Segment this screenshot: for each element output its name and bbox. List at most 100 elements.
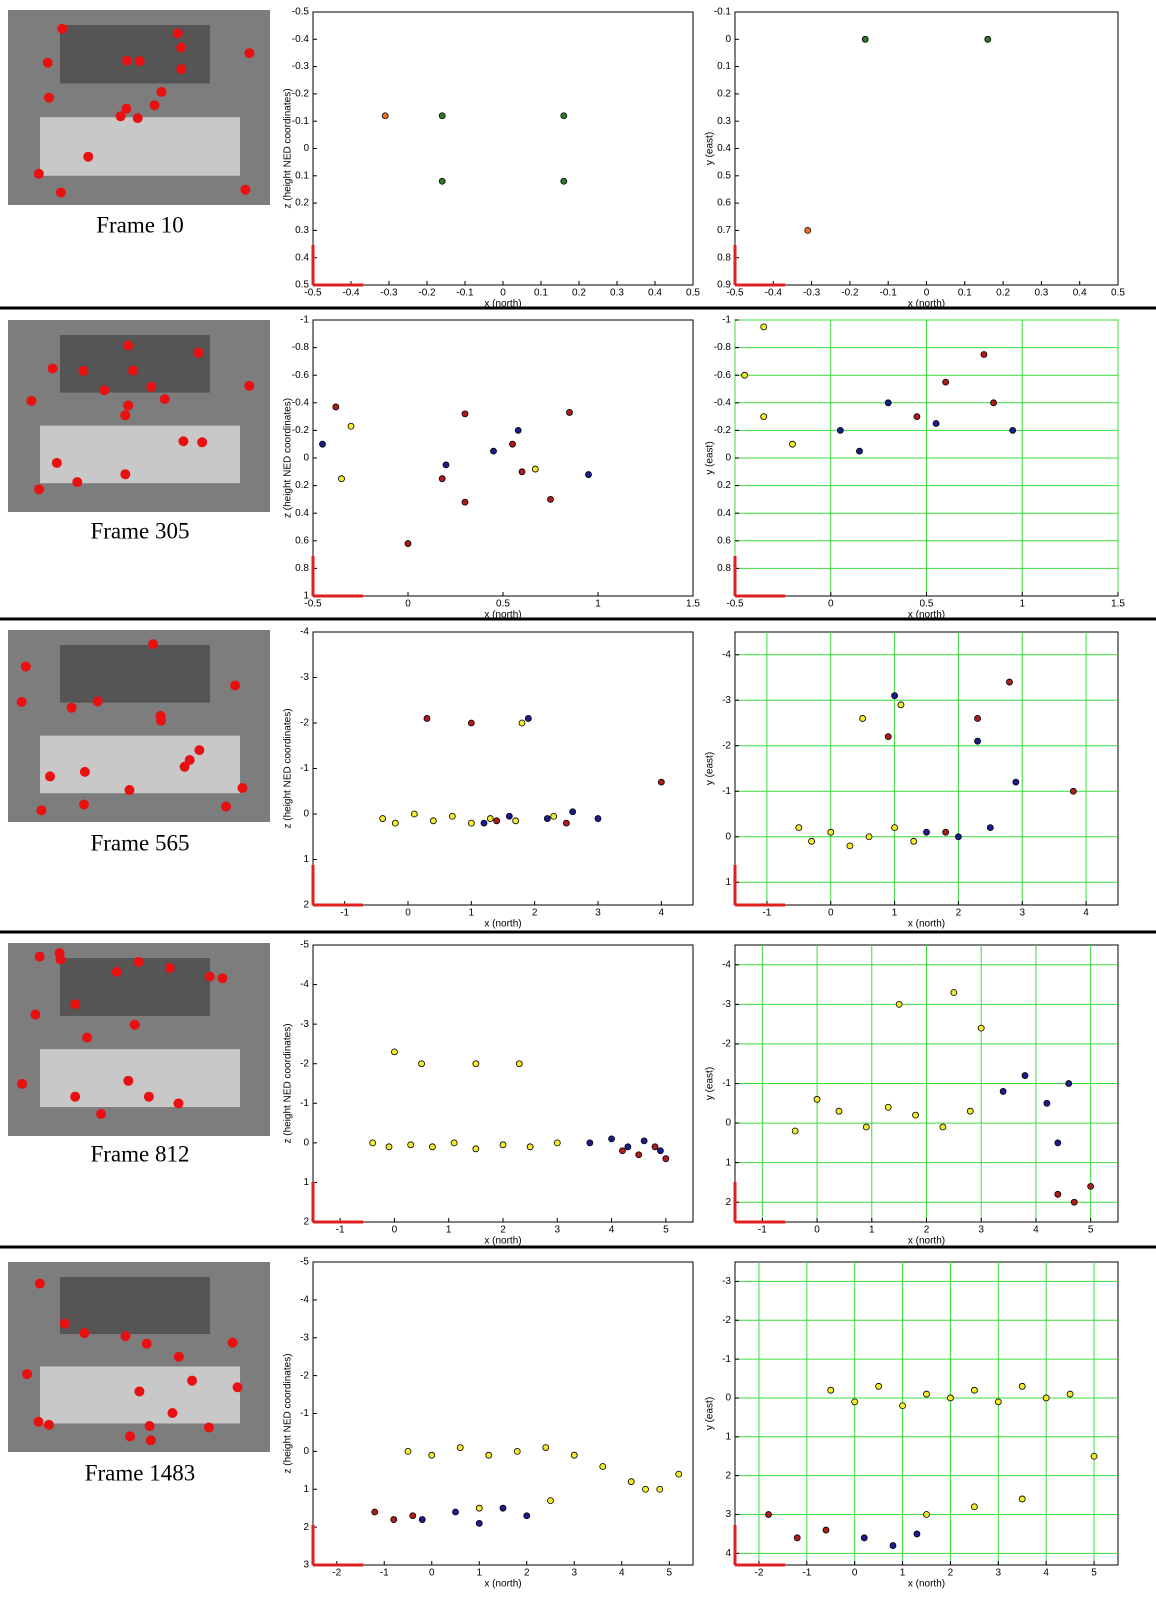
y-tick-label: -0.4 [714, 397, 732, 408]
landmark [491, 448, 497, 454]
landmark [1013, 779, 1019, 785]
feature-dot [79, 1328, 89, 1338]
landmark [1043, 1395, 1049, 1401]
feature-dot [156, 87, 166, 97]
feature-dot [70, 1092, 80, 1102]
landmark [382, 113, 388, 119]
y-tick-label: 0.6 [717, 198, 731, 209]
landmark [462, 411, 468, 417]
landmark [587, 1140, 593, 1146]
landmark [430, 818, 436, 824]
landmark [481, 820, 487, 826]
landmark [563, 820, 569, 826]
landmark [836, 1108, 842, 1114]
y-axis-label: y (east) [705, 132, 716, 165]
frame-caption: Frame 1483 [85, 1460, 196, 1485]
landmark [468, 820, 474, 826]
feature-dot [228, 1338, 238, 1348]
landmark [852, 1399, 858, 1405]
feature-dot [78, 366, 88, 376]
y-tick-label: -3 [300, 1019, 309, 1030]
landmark [506, 813, 512, 819]
landmark [1019, 1496, 1025, 1502]
x-tick-label: 3 [595, 908, 601, 919]
feature-dot [43, 58, 53, 68]
y-tick-label: -4 [300, 1295, 309, 1306]
x-tick-label: 0 [852, 1568, 858, 1579]
feature-dot [148, 639, 158, 649]
y-tick-label: 0.3 [295, 225, 309, 236]
x-tick-label: 1 [900, 1568, 906, 1579]
landmark [971, 1387, 977, 1393]
landmark [370, 1140, 376, 1146]
landmark [1044, 1100, 1050, 1106]
feature-dot [57, 24, 67, 34]
feature-dot [72, 477, 82, 487]
feature-dot [160, 394, 170, 404]
landmark [333, 404, 339, 410]
landmark [943, 379, 949, 385]
y-tick-label: -0.1 [714, 7, 732, 18]
landmark [476, 1520, 482, 1526]
camera-image-detail [60, 25, 210, 84]
y-tick-label: 0.2 [295, 480, 309, 491]
landmark [955, 834, 961, 840]
landmark [525, 715, 531, 721]
landmark [805, 227, 811, 233]
feature-dot [194, 745, 204, 755]
feature-dot [125, 785, 135, 795]
x-tick-label: 0 [828, 599, 834, 610]
landmark [500, 1142, 506, 1148]
landmark [625, 1144, 631, 1150]
x-tick-label: 5 [1088, 1225, 1094, 1236]
landmark [1071, 1199, 1077, 1205]
x-tick-label: 0.5 [920, 599, 934, 610]
y-tick-label: -0.1 [292, 116, 310, 127]
landmark [837, 427, 843, 433]
landmark [567, 409, 573, 415]
x-tick-label: -1 [336, 1225, 345, 1236]
landmark [657, 1148, 663, 1154]
landmark [924, 1391, 930, 1397]
landmark [658, 779, 664, 785]
feature-dot [221, 802, 231, 812]
landmark [429, 1452, 435, 1458]
y-tick-label: -2 [300, 1058, 309, 1069]
landmark [457, 1445, 463, 1451]
x-tick-label: -0.1 [456, 288, 474, 299]
feature-dot [21, 662, 31, 672]
y-axis-label: z (height NED coordinates) [283, 1353, 294, 1473]
landmark [515, 427, 521, 433]
feature-dot [17, 1079, 27, 1089]
feature-dot [123, 1076, 133, 1086]
feature-dot [240, 185, 250, 195]
x-axis-label: x (north) [908, 919, 945, 930]
landmark [947, 1395, 953, 1401]
y-tick-label: -2 [722, 740, 731, 751]
x-tick-label: -0.2 [841, 288, 859, 299]
landmark [586, 472, 592, 478]
feature-dot [56, 187, 66, 197]
x-tick-label: -1 [762, 908, 771, 919]
landmark [924, 1512, 930, 1518]
y-tick-label: -4 [722, 959, 731, 970]
x-tick-label: 1.5 [1111, 599, 1125, 610]
y-tick-label: -1 [300, 763, 309, 774]
feature-dot [55, 948, 65, 958]
y-tick-label: -0.2 [714, 425, 732, 436]
x-tick-label: 0 [429, 1568, 435, 1579]
landmark [663, 1156, 669, 1162]
x-tick-label: 0.3 [610, 288, 624, 299]
y-axis-label: z (height NED coordinates) [283, 88, 294, 208]
landmark [548, 496, 554, 502]
feature-dot [125, 1431, 135, 1441]
x-tick-label: -1 [380, 1568, 389, 1579]
y-tick-label: -3 [300, 1332, 309, 1343]
landmark [405, 541, 411, 547]
plot-area [313, 12, 693, 285]
y-tick-label: 0.6 [717, 535, 731, 546]
y-tick-label: 0.8 [295, 563, 309, 574]
plot-area [313, 1262, 693, 1565]
x-tick-label: 0.5 [686, 288, 700, 299]
x-tick-label: 3 [555, 1225, 561, 1236]
